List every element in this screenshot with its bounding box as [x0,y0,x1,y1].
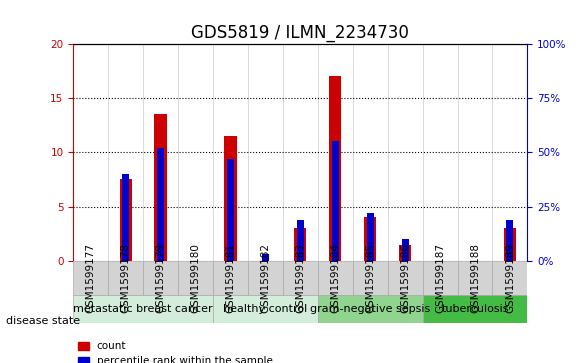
Text: GSM1599178: GSM1599178 [121,243,131,313]
Bar [157,148,164,261]
Text: GSM1599189: GSM1599189 [505,243,515,313]
Bar [227,159,234,261]
Bar [108,261,143,295]
Text: gram-negative sepsis: gram-negative sepsis [310,305,430,314]
Text: GSM1599186: GSM1599186 [400,243,410,313]
Text: GSM1599188: GSM1599188 [470,243,480,313]
Bar [388,261,423,295]
Bar [283,261,318,295]
Text: metastatic breast cancer: metastatic breast cancer [73,305,213,314]
Text: GSM1599187: GSM1599187 [435,243,445,313]
Bar [224,136,237,261]
Bar [364,217,376,261]
Text: healthy control: healthy control [223,305,308,314]
Bar [73,261,108,295]
Text: disease state: disease state [6,316,80,326]
Bar [318,261,353,295]
Bar [423,295,527,323]
Bar [492,261,527,295]
Bar [458,261,492,295]
Bar [367,213,374,261]
Bar [155,114,166,261]
Bar [504,228,516,261]
Bar [143,261,178,295]
Bar [262,254,269,261]
Text: GSM1599180: GSM1599180 [190,244,200,313]
Bar [329,76,342,261]
Bar [353,261,388,295]
Bar [178,261,213,295]
Bar [506,220,513,261]
Text: GSM1599179: GSM1599179 [156,243,166,313]
Text: GSM1599181: GSM1599181 [226,243,236,313]
Bar [120,179,132,261]
Bar [248,261,283,295]
Text: GSM1599184: GSM1599184 [331,243,340,313]
Bar [318,295,423,323]
Bar [401,239,408,261]
Bar [122,174,129,261]
Text: GSM1599183: GSM1599183 [295,243,305,313]
Text: GSM1599182: GSM1599182 [260,243,270,313]
Bar [332,141,339,261]
Text: GSM1599185: GSM1599185 [365,243,375,313]
Bar [213,295,318,323]
Bar [399,245,411,261]
Bar [297,220,304,261]
Text: GSM1599177: GSM1599177 [86,243,96,313]
Legend: count, percentile rank within the sample: count, percentile rank within the sample [74,337,277,363]
Bar [294,228,306,261]
Bar [73,295,213,323]
Bar [423,261,458,295]
Bar [213,261,248,295]
Title: GDS5819 / ILMN_2234730: GDS5819 / ILMN_2234730 [192,24,409,42]
Text: tuberculosis: tuberculosis [441,305,509,314]
